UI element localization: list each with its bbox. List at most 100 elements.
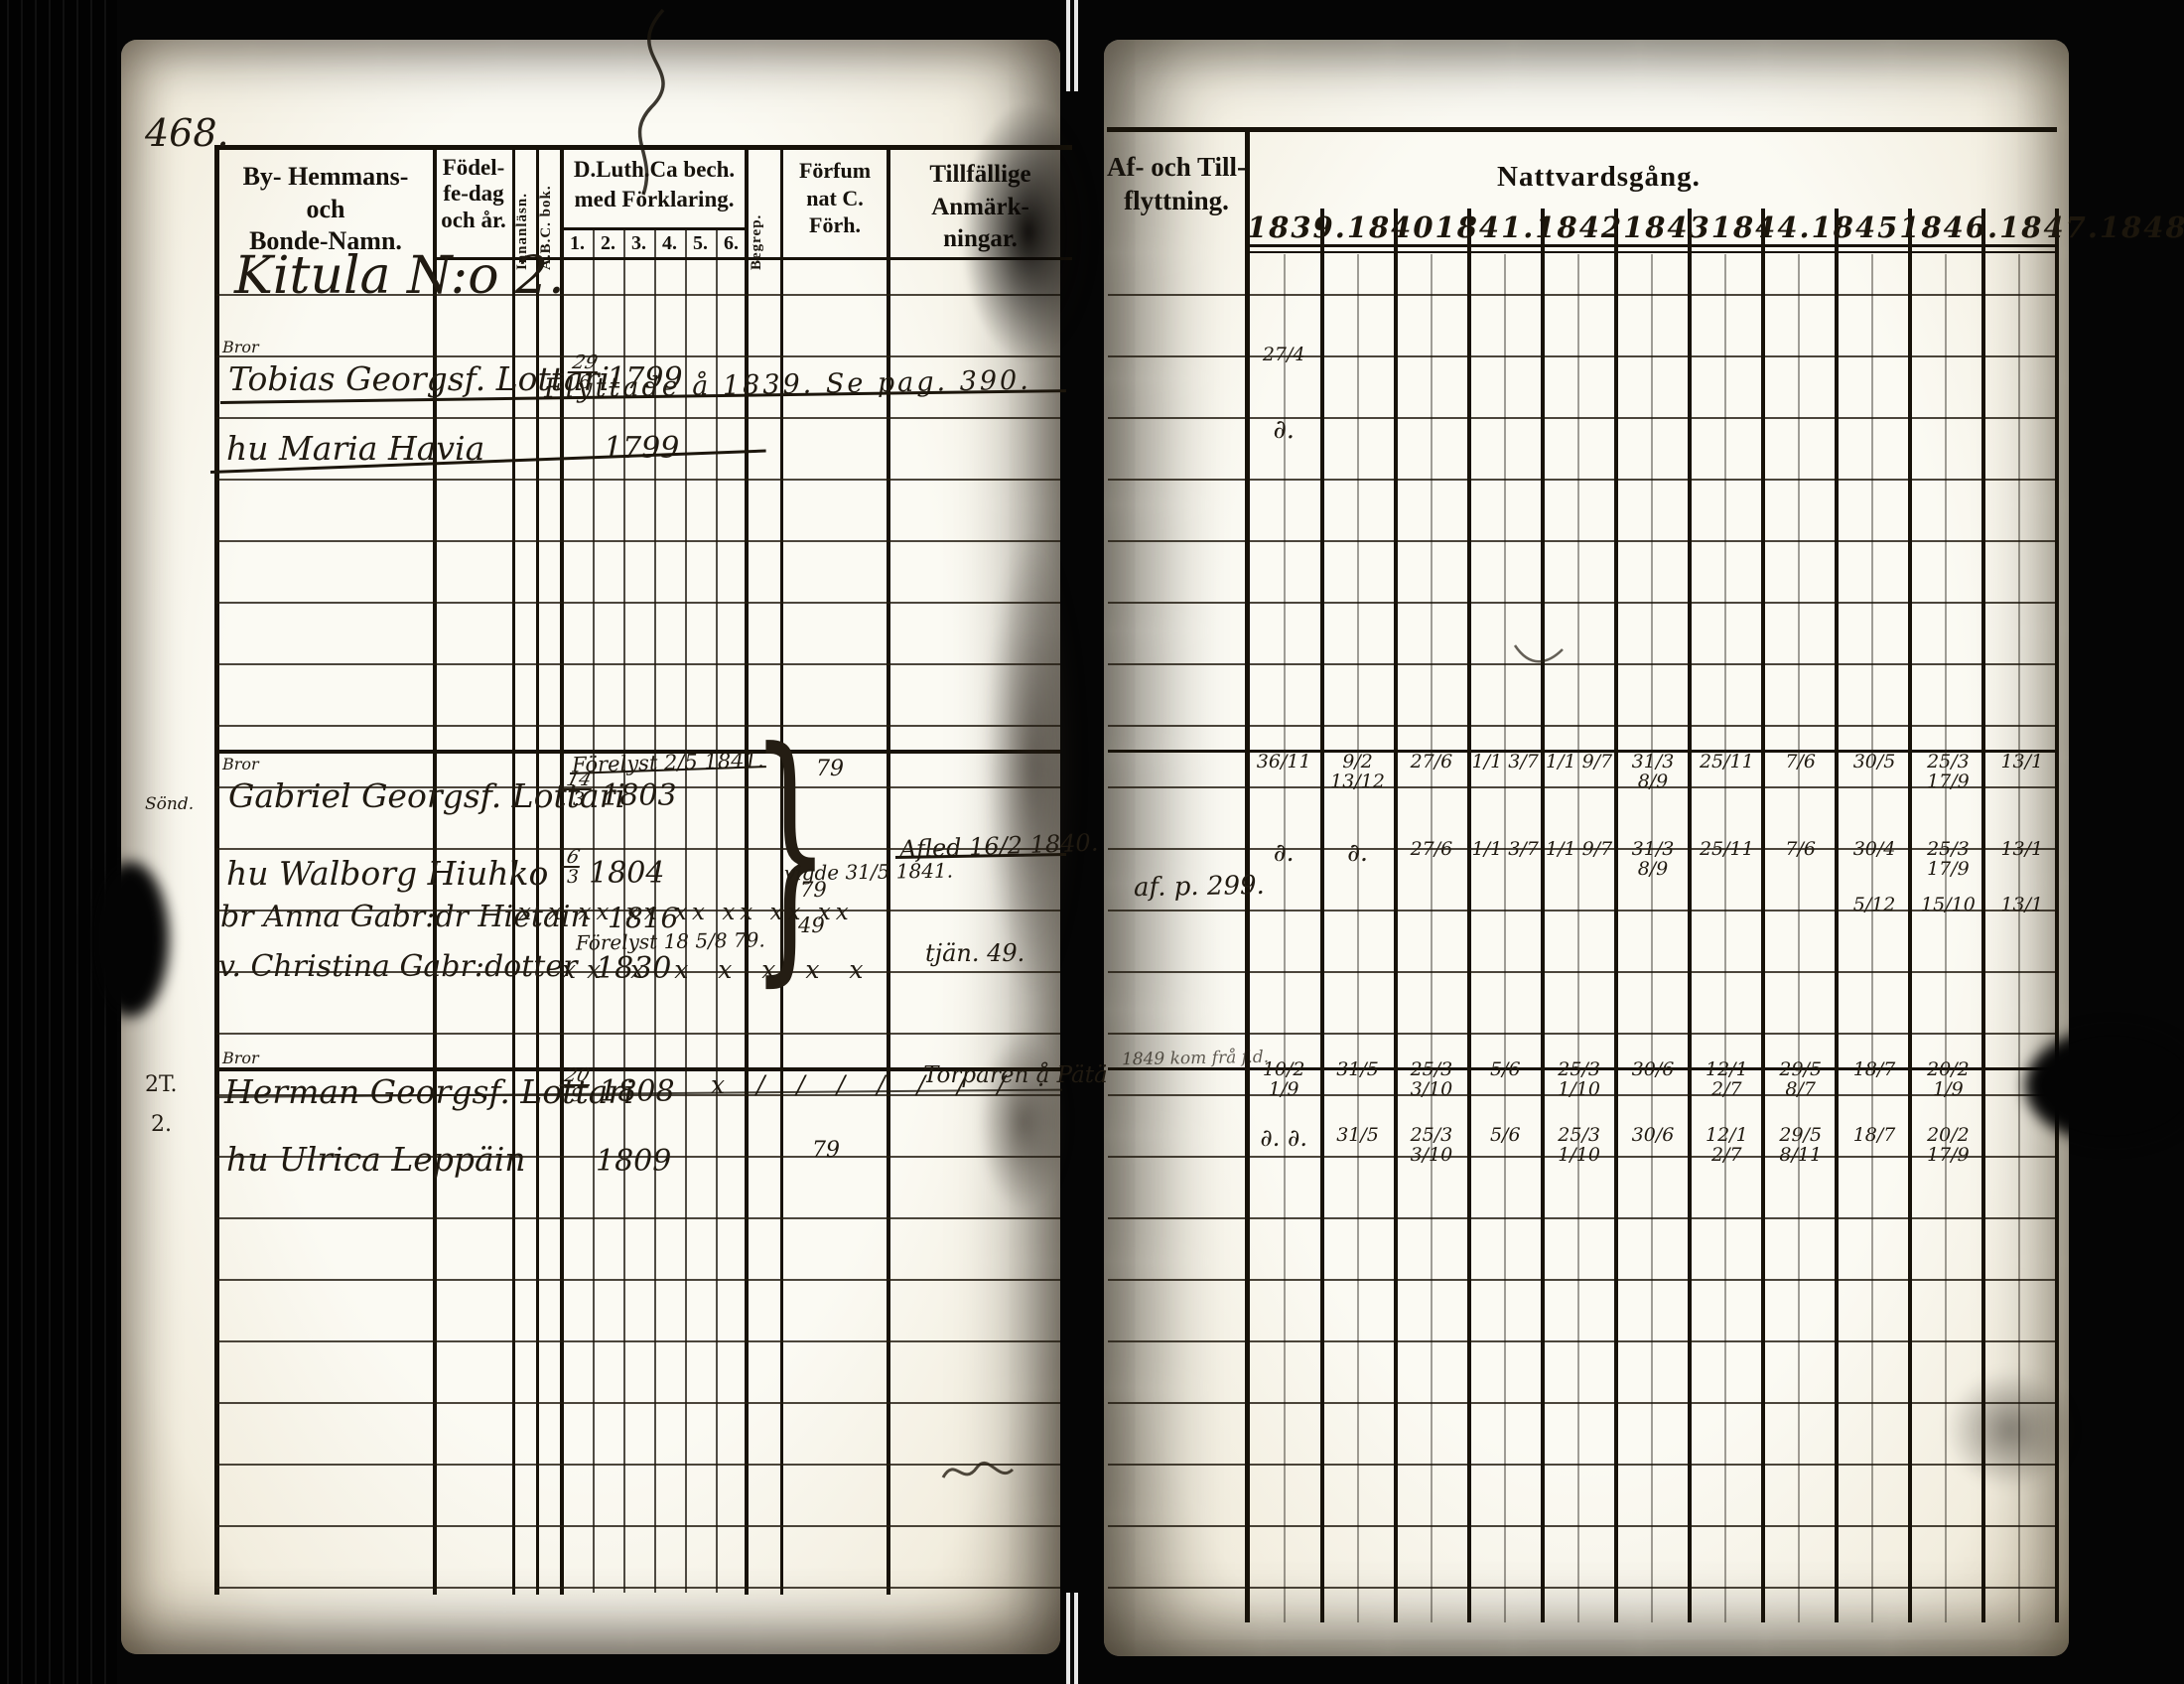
communion-marks-row: 36/11 9/2 13/12 27/6 1/1 3/7 1/1 9/7 31/3 8/9… [1247,751,2059,792]
communion-mark [1985,1126,2059,1166]
communion-marks-row: ∂. ∂. 31/5 25/3 3/10 5/6 25/3 1/10 30/6 12/1 2… [1247,1124,2059,1166]
communion-mark [1985,417,2059,444]
ink-blot [91,862,169,1017]
communion-mark: ∂. [1273,838,1295,867]
grid-line [2018,254,2020,1622]
grid-line [1541,209,1545,1622]
communion-marks-row: 27/4 [1247,344,2059,365]
subcol-2: 2. [601,232,615,254]
communion-mark [1542,346,1615,365]
birth-month: 3 [573,788,586,811]
film-divider-top [1066,0,1078,91]
birth-date: 14 3 1803 [561,769,677,816]
grid-line [1577,254,1579,1622]
communion-mark [1838,346,1911,365]
film-edge [0,0,117,1684]
birth-year: 1809 [596,1144,672,1179]
grid-line [1504,254,1506,1622]
group-separator [216,1067,1060,1071]
group-separator [1108,1067,2057,1070]
communion-mark [1468,346,1542,365]
communion-mark: 25/3 17/9 [1927,838,1970,880]
year-1843: 1843 [1623,210,1711,244]
year-1842: 1842 [1535,210,1624,244]
communion-mark: 27/4 [1262,344,1305,365]
communion-mark [1395,896,1468,915]
grid-line [1247,251,2059,253]
grid-line [1284,254,1286,1622]
communion-mark: 25/11 [1699,838,1754,860]
communion-mark: 5/12 [1852,894,1896,915]
year-1847: 1847. [1999,210,2100,244]
communion-mark [1690,346,1763,365]
communion-mark: 20/2 1/9 [1927,1058,1970,1100]
year-1845: 1845 [1811,210,1900,244]
communion-mark [1320,346,1394,365]
page-smudge [1946,1370,2075,1489]
subcol-1: 1. [570,232,585,254]
communion-mark [1616,346,1690,365]
communion-mark: 30/4 [1852,838,1896,860]
communion-mark: ∂. ∂. [1260,1124,1308,1152]
communion-mark [1616,417,1690,444]
ruled-lines [216,294,1060,1593]
birth-day: 29 [567,351,603,374]
row-margin-label: 2T. [145,1072,178,1097]
catechism-x-marks: x x xx xx xx xx xx xx [518,900,854,925]
grid-line [1245,127,1250,1622]
column-header-moving: Af- och Till- flyttning. [1106,152,1246,215]
year-1841: 1841. [1434,210,1536,244]
communion-mark: 25/3 1/10 [1558,1058,1600,1100]
gutter-smudge [979,1033,1068,1211]
communion-mark: 25/11 [1699,751,1754,772]
communion-mark: 31/5 [1336,1124,1379,1146]
person-name: hu Walborg Hiuhko [226,854,549,893]
subcol-5: 5. [693,232,708,254]
communion-mark [1542,896,1615,915]
grid-line [1981,209,1985,1622]
communion-mark [1911,346,1984,365]
person-name: v. Christina Gabr:dotter [218,949,578,984]
grid-line [1871,254,1873,1622]
birth-day: 20 [559,1064,595,1087]
communion-mark [1764,346,1838,365]
communion-mark: 1/1 3/7 [1471,751,1539,772]
birth-year: 1803 [601,778,677,813]
communion-mark: 29/5 8/11 [1779,1124,1823,1166]
communion-mark: 31/5 [1336,1058,1379,1080]
communion-mark: 1/1 9/7 [1546,751,1613,772]
birth-year: 1799 [604,431,680,466]
birth-month: 6 [579,371,592,394]
communion-marks-row: 10/2 1/9 31/5 25/3 3/10 5/6 25/3 1/10 30/6 12/… [1247,1058,2059,1100]
communion-mark: 36/11 [1256,751,1311,772]
communion-mark: 10/2 1/9 [1262,1058,1305,1100]
person-name: Herman Georgsf. Lottari [224,1072,634,1111]
birth-month: 3 [567,866,580,889]
grid-line [1614,209,1618,1622]
film-divider-bottom [1066,1593,1078,1684]
gutter-smudge [985,536,1080,993]
village-heading: Kitula N:o 2. [234,246,565,306]
communion-mark [1764,896,1838,915]
communion-mark: 25/3 1/10 [1558,1124,1600,1166]
communion-mark [1911,417,1984,444]
communion-header: Nattvardsgång. [1497,161,1701,193]
column-header-birth: Födel- fe-dag och år. [441,155,506,232]
communion-mark: 5/6 [1489,1124,1521,1146]
column-header-catechism: D.Luth.Ca bech. med Förklaring. [573,157,736,211]
communion-mark: 12/1 2/7 [1706,1058,1748,1100]
birth-year: 1816 [608,902,679,934]
grid-line [2055,209,2059,1622]
grid-line [1945,254,1947,1622]
communion-mark [1468,417,1542,444]
page-number: 468. [145,111,229,155]
neglect-mark: 49 [798,913,825,937]
ruled-lines [1108,294,2057,1624]
row-margin-label: Sönd. [145,794,195,814]
birth-day: 6 [561,846,585,869]
communion-mark: 9/2 13/12 [1330,751,1385,792]
communion-mark: 7/6 [1785,751,1816,772]
neglect-mark: 79 [816,757,844,781]
grid-line [1467,209,1471,1622]
